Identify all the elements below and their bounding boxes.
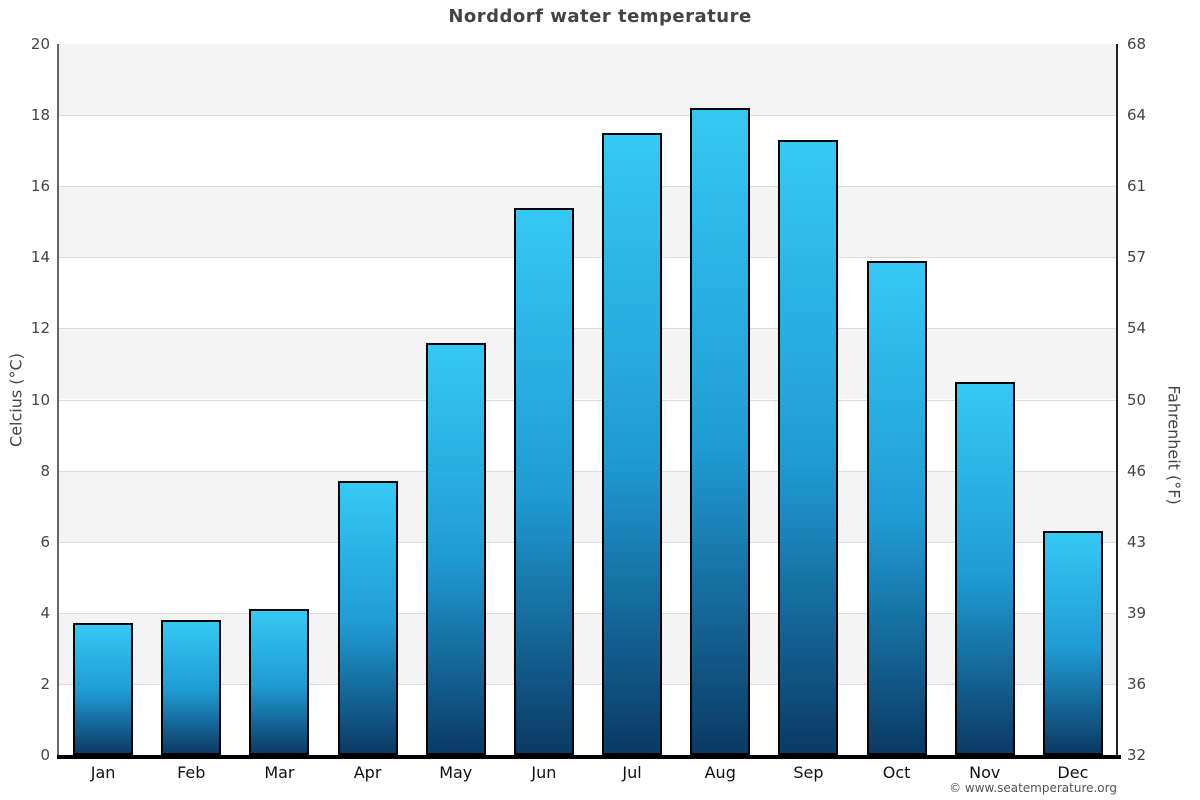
- plot-band: [59, 541, 1117, 613]
- plot-band: [59, 328, 1117, 400]
- y-tick-fahrenheit-50: 50: [1127, 390, 1147, 409]
- bar-aug: [690, 107, 751, 755]
- x-label-may: May: [439, 763, 473, 782]
- y-tick-celsius-0: 0: [40, 746, 50, 764]
- bar-mar: [249, 609, 310, 755]
- gridline: [59, 115, 1117, 117]
- bar-dec: [1042, 531, 1103, 755]
- gridline: [59, 541, 1117, 543]
- y-tick-celsius-20: 20: [30, 35, 50, 53]
- y-tick-celsius-8: 8: [40, 461, 50, 480]
- bar-sep: [778, 139, 839, 755]
- bar-oct: [866, 260, 927, 755]
- bar-jan: [73, 623, 134, 755]
- y-tick-celsius-14: 14: [30, 248, 50, 267]
- plot-band: [59, 186, 1117, 258]
- chart-title: Norddorf water temperature: [448, 6, 752, 27]
- y-tick-celsius-6: 6: [40, 532, 50, 551]
- y-tick-celsius-2: 2: [40, 674, 50, 693]
- gridline: [59, 612, 1117, 614]
- copyright-credit: © www.seatemperature.org: [949, 781, 1117, 795]
- x-label-sep: Sep: [793, 763, 824, 782]
- gridline: [59, 328, 1117, 330]
- x-axis-line: [57, 755, 1121, 759]
- plot-band: [59, 399, 1117, 471]
- x-label-apr: Apr: [353, 763, 382, 782]
- x-label-feb: Feb: [177, 763, 206, 782]
- y-tick-fahrenheit-43: 43: [1127, 532, 1147, 551]
- y-tick-celsius-4: 4: [40, 603, 50, 622]
- x-label-aug: Aug: [704, 763, 736, 782]
- y-axis-line-fahrenheit: [1116, 44, 1118, 755]
- y-tick-fahrenheit-57: 57: [1127, 248, 1147, 267]
- x-label-oct: Oct: [882, 763, 911, 782]
- y-tick-celsius-12: 12: [30, 319, 50, 338]
- y-tick-fahrenheit-61: 61: [1127, 177, 1147, 196]
- x-label-jun: Jun: [531, 763, 557, 782]
- x-label-mar: Mar: [264, 763, 295, 782]
- plot-band: [59, 683, 1117, 755]
- x-label-dec: Dec: [1057, 763, 1089, 782]
- plot-band: [59, 115, 1117, 187]
- plot-band: [59, 257, 1117, 329]
- y-tick-celsius-16: 16: [30, 177, 50, 196]
- bar-apr: [337, 481, 398, 755]
- bar-may: [425, 342, 486, 755]
- x-label-nov: Nov: [969, 763, 1001, 782]
- gridline: [59, 683, 1117, 685]
- y-tick-fahrenheit-54: 54: [1127, 319, 1147, 338]
- y-axis-line-celsius: [57, 44, 59, 759]
- gridline: [59, 470, 1117, 472]
- y-tick-fahrenheit-39: 39: [1127, 603, 1147, 622]
- y-tick-celsius-18: 18: [30, 106, 50, 125]
- y-tick-fahrenheit-64: 64: [1127, 106, 1147, 125]
- y-tick-fahrenheit-68: 68: [1127, 35, 1147, 53]
- gridline: [59, 257, 1117, 259]
- bar-nov: [954, 381, 1015, 755]
- bar-feb: [161, 619, 222, 755]
- y-tick-fahrenheit-46: 46: [1127, 461, 1147, 480]
- x-label-jul: Jul: [622, 763, 642, 782]
- gridline: [59, 186, 1117, 188]
- x-label-jan: Jan: [90, 763, 116, 782]
- plot-band: [59, 44, 1117, 116]
- bar-jul: [602, 132, 663, 755]
- y-tick-celsius-10: 10: [30, 390, 50, 409]
- plot-band: [59, 470, 1117, 542]
- plot-band: [59, 612, 1117, 684]
- bar-jun: [513, 207, 574, 755]
- y-tick-fahrenheit-36: 36: [1127, 674, 1147, 693]
- gridline: [59, 399, 1117, 401]
- y-tick-fahrenheit-32: 32: [1127, 746, 1147, 764]
- plot-area: [59, 44, 1117, 755]
